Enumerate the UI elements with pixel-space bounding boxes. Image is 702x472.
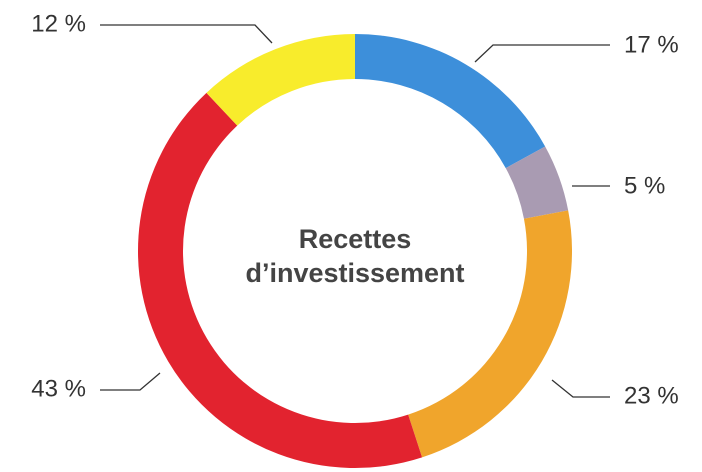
donut-slice bbox=[206, 34, 355, 126]
leader-line bbox=[474, 44, 610, 63]
value-label: 23 % bbox=[624, 382, 679, 409]
value-label: 5 % bbox=[624, 172, 665, 199]
donut-slice bbox=[138, 92, 423, 468]
donut-slice bbox=[355, 34, 546, 169]
value-label: 43 % bbox=[31, 375, 86, 402]
value-label: 12 % bbox=[31, 10, 86, 37]
leader-line bbox=[100, 372, 161, 391]
leader-line bbox=[100, 24, 273, 44]
leader-line bbox=[551, 379, 610, 398]
donut-slice bbox=[408, 210, 572, 458]
donut-slice bbox=[505, 146, 569, 219]
center-title: Recettes d’investissement bbox=[245, 224, 465, 288]
value-label: 17 % bbox=[624, 31, 679, 58]
